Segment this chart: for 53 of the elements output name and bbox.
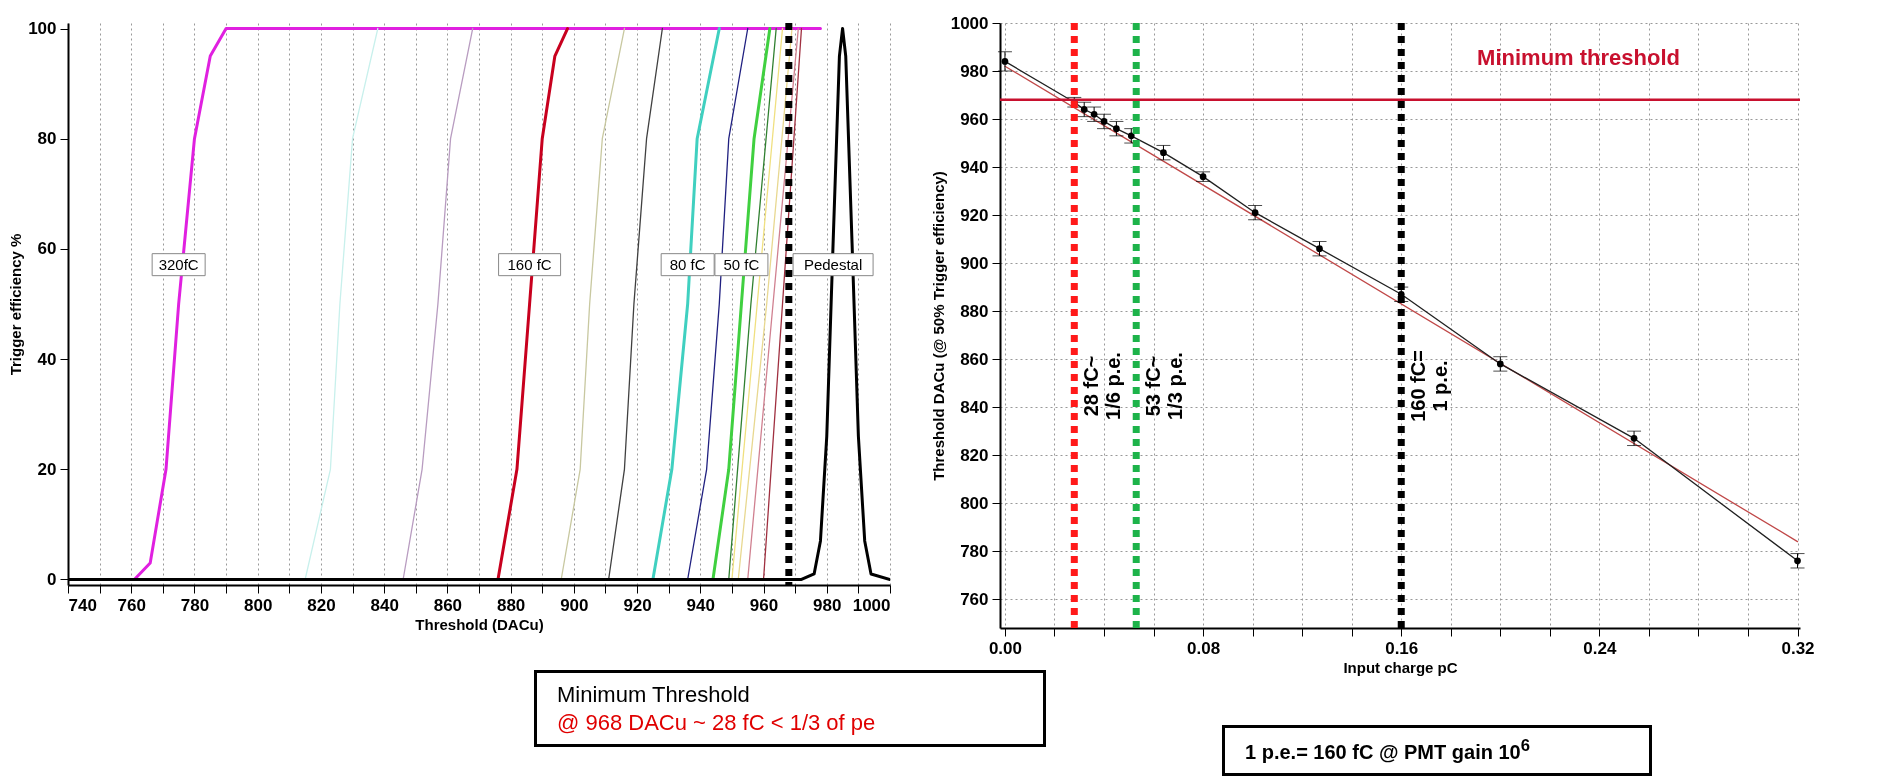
y-tick-label: 980 [960,61,989,81]
ref-line-label: 28 fC~ 1/6 p.e. [1080,352,1125,420]
y-tick-label: 20 [37,459,57,479]
y-tick-label: 920 [960,205,989,225]
x-tick-label: 0.08 [1187,638,1221,658]
y-tick-label: 960 [960,109,989,129]
x-axis-title: Threshold (DACu) [415,615,544,633]
y-tick-label: 0 [47,569,57,589]
text: Minimum Threshold [557,681,751,709]
x-tick-label: 0.00 [988,638,1022,658]
series-label: 80 fC [669,255,706,273]
y-tick-label: 880 [960,301,989,321]
x-tick-label: 1000 [852,595,891,615]
y-axis-title: Trigger efficiency % [7,233,25,376]
y-axis-title: Threshold DACu (@ 50% Trigger efficiency) [929,171,947,481]
text: @ 968 DACu ~ 28 fC < 1/3 of pe [557,708,877,736]
x-tick-label: 960 [749,595,779,615]
ref-line-label: 160 fC= 1 p.e. [1407,350,1452,422]
y-tick-label: 80 [37,129,57,149]
x-tick-label: 860 [433,595,463,615]
x-tick-label: 740 [68,595,97,615]
y-tick-label: 100 [28,19,57,39]
x-tick-label: 880 [496,595,526,615]
ref-line-label: Minimum threshold [1477,44,1680,70]
x-tick-label: 900 [560,595,589,615]
series-label: 160 fC [507,255,552,273]
y-tick-label: 840 [960,397,989,417]
y-tick-label: 860 [960,349,989,369]
y-tick-label: 60 [37,239,57,259]
series-label: 50 fC [723,255,760,273]
y-tick-label: 40 [37,349,57,369]
y-tick-label: 940 [960,157,989,177]
y-tick-label: 800 [960,493,989,513]
x-tick-label: 0.24 [1583,638,1617,658]
text: 1 p.e.= 160 fC @ PMT gain 10$^{6}$ [1245,736,1531,765]
x-tick-label: 840 [370,595,399,615]
series-label: Pedestal [803,255,863,273]
x-tick-label: 760 [117,595,146,615]
y-tick-label: 900 [960,253,989,273]
x-tick-label: 0.16 [1385,638,1419,658]
x-tick-label: 940 [686,595,715,615]
x-tick-label: 0.32 [1781,638,1815,658]
y-tick-label: 820 [960,445,989,465]
y-tick-label: 1000 [950,13,989,33]
y-tick-label: 780 [960,541,989,561]
series-label: 320fC [158,255,199,273]
x-axis-title: Input charge pC [1343,658,1458,676]
ref-line-label: 53 fC~ 1/3 p.e. [1142,352,1187,420]
x-tick-label: 980 [813,595,842,615]
x-tick-label: 920 [623,595,652,615]
x-tick-label: 800 [244,595,273,615]
x-tick-label: 780 [180,595,210,615]
x-tick-label: 820 [307,595,336,615]
